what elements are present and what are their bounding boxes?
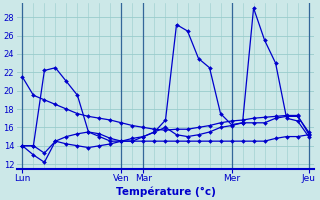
X-axis label: Température (°c): Température (°c) bbox=[116, 186, 215, 197]
